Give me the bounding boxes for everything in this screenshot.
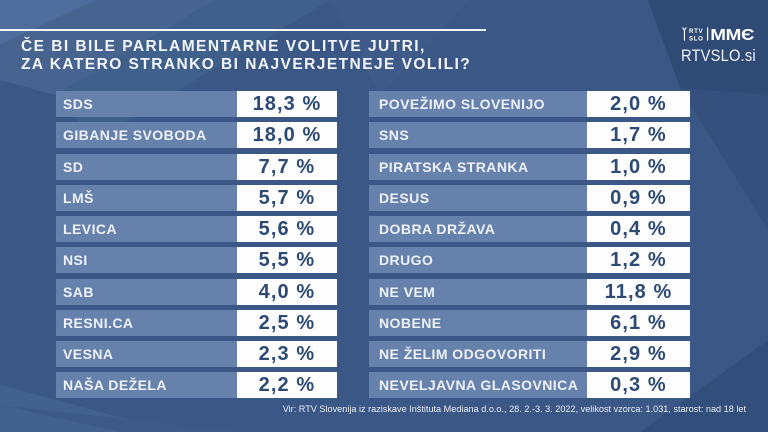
svg-text:SLO: SLO bbox=[689, 35, 704, 42]
svg-text:MMЄ: MMЄ bbox=[710, 27, 754, 43]
svg-text:RTV: RTV bbox=[689, 28, 703, 35]
